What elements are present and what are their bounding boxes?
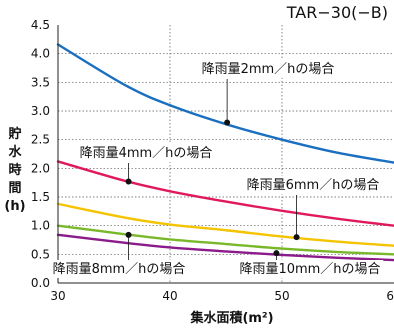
- y-tick-label: 4.5: [31, 18, 50, 32]
- y-axis-label-char: 間: [8, 181, 21, 196]
- annotation-marker: [293, 234, 300, 241]
- series-line: [56, 224, 394, 256]
- y-axis-label-char: 貯: [8, 126, 21, 142]
- y-tick-label: 4.0: [31, 47, 50, 61]
- annotation-marker: [224, 119, 231, 126]
- annotation-label: 降雨量4mm／hの場合: [80, 146, 213, 161]
- annotation-marker: [125, 178, 132, 185]
- y-tick-label: 1.0: [31, 219, 50, 233]
- annotations: 降雨量2mm／hの場合降雨量4mm／hの場合降雨量6mm／hの場合降雨量8mm／…: [51, 60, 384, 278]
- y-tick-label: 2.5: [31, 133, 50, 147]
- annotation-label: 降雨量10mm／hの場合: [239, 262, 380, 277]
- y-axis-label-char: 水: [8, 144, 22, 160]
- tick-labels: 0.0 0.5 1.0 1.5 2.0 2.5 3.0 3.5 4.0 4.5 30 40 50 6: [31, 18, 394, 303]
- series-line: [56, 160, 394, 227]
- annotation-marker: [273, 250, 280, 257]
- x-tick-label: 40: [162, 289, 177, 303]
- annotation-label: 降雨量6mm／hの場合: [247, 178, 380, 193]
- y-tick-label: 0.5: [31, 247, 50, 261]
- annotation-label: 降雨量8mm／hの場合: [53, 262, 186, 277]
- x-tick-label: 6: [386, 289, 394, 303]
- axes: [57, 25, 394, 284]
- y-tick-label: 3.5: [31, 75, 50, 89]
- chart-title: TAR−30(−B): [286, 3, 388, 22]
- series-line: [56, 233, 394, 262]
- y-tick-label: 3.0: [31, 104, 50, 118]
- x-axis-label: 集水面積(m²): [189, 310, 273, 325]
- x-tick-label: 50: [274, 289, 289, 303]
- x-tick-label: 30: [50, 289, 65, 303]
- annotation-bg: [245, 176, 381, 194]
- y-axis-label-char: (h): [4, 199, 25, 214]
- y-tick-label: 2.0: [31, 161, 50, 175]
- annotation-marker: [125, 231, 132, 238]
- y-axis-label-char: 時: [8, 162, 21, 178]
- y-tick-label: 1.5: [31, 190, 50, 204]
- y-tick-label: 0.0: [31, 276, 50, 290]
- annotation-bg: [78, 144, 214, 162]
- annotation-label: 降雨量2mm／hの場合: [202, 62, 335, 77]
- series-line: [56, 202, 394, 247]
- annotation-bg: [51, 260, 187, 278]
- annotation-bg: [236, 260, 384, 278]
- annotation-bg: [200, 60, 336, 78]
